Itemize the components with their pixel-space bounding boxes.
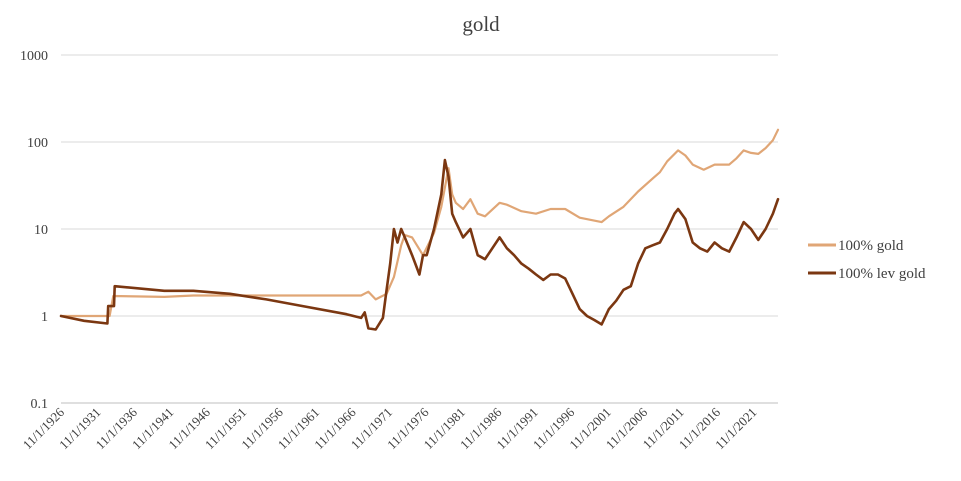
y-tick-label: 100 (27, 136, 48, 151)
legend-label: 100% lev gold (838, 266, 926, 282)
y-tick-label: 1000 (20, 49, 48, 64)
chart-title: gold (462, 12, 500, 36)
y-tick-label: 10 (34, 223, 48, 238)
y-tick-label: 0.1 (31, 397, 49, 412)
y-tick-label: 1 (41, 310, 48, 325)
series-line-gold (59, 128, 780, 318)
x-axis-ticks: 11/1/192611/1/193111/1/193611/1/194111/1… (20, 404, 760, 452)
grid-layer (61, 54, 778, 404)
series-line-lev-gold (59, 158, 780, 331)
legend: 100% gold 100% lev gold (808, 238, 926, 282)
legend-label: 100% gold (838, 238, 904, 254)
series-layer (59, 128, 780, 331)
y-axis-ticks: 0.1 1 10 100 1000 (20, 49, 48, 412)
